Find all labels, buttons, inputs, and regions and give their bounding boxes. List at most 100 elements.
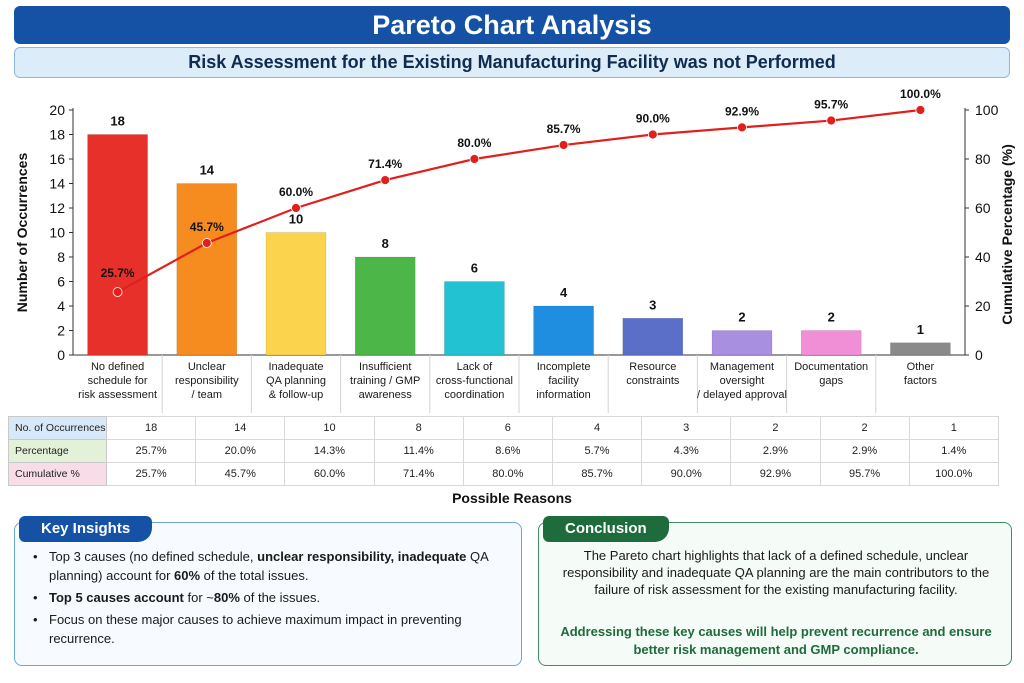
category-label: No defined schedule for risk assessment bbox=[78, 361, 157, 401]
y-tick-label: 8 bbox=[57, 249, 65, 265]
bar bbox=[354, 256, 416, 356]
table-row: Percentage 25.7% 20.0% 14.3% 11.4% 8.6% 5.7% 4.… bbox=[8, 439, 999, 463]
conclusion-text: The Pareto chart highlights that lack of… bbox=[562, 548, 990, 597]
cumulative-point bbox=[915, 105, 926, 115]
bullet-icon: • bbox=[33, 590, 38, 605]
bar-value-label: 6 bbox=[471, 261, 478, 276]
cumulative-point bbox=[201, 238, 212, 248]
cumulative-value-label: 85.7% bbox=[547, 122, 581, 136]
data-table: No. of Occurrences 18 14 10 8 6 4 3 2 2 1 Percentag… bbox=[8, 416, 999, 486]
cumulative-point bbox=[469, 154, 480, 164]
cumulative-value-label: 25.7% bbox=[101, 266, 135, 280]
insight-text-segment: Top 3 causes (no defined schedule, bbox=[49, 549, 258, 564]
cumulative-value-label: 45.7% bbox=[190, 220, 224, 234]
table-cell: 92.9% bbox=[730, 462, 821, 486]
key-insights-list: • Top 3 causes (no defined schedule, uncl… bbox=[29, 547, 509, 651]
table-cell: 10 bbox=[284, 416, 375, 440]
cumulative-point bbox=[826, 115, 837, 126]
cumulative-point bbox=[380, 175, 391, 185]
y-tick-label: 12 bbox=[49, 200, 65, 216]
insight-text-segment: unclear responsibility, inadequate bbox=[257, 549, 467, 564]
y2-axis-title: Cumulative Percentage (%) bbox=[999, 144, 1015, 325]
bar-value-label: 4 bbox=[560, 285, 568, 300]
y2-tick-label: 0 bbox=[975, 347, 983, 363]
y2-tick-label: 20 bbox=[975, 298, 991, 314]
cumulative-value-label: 95.7% bbox=[814, 98, 848, 112]
page-title: Pareto Chart Analysis bbox=[14, 6, 1010, 44]
table-cell: 8.6% bbox=[462, 439, 553, 463]
insight-text-segment: Focus on these major causes to achieve m… bbox=[49, 612, 462, 646]
category-label: Incomplete facility information bbox=[536, 361, 590, 401]
category-label: Inadequate QA planning & follow-up bbox=[266, 361, 326, 401]
bar-value-label: 18 bbox=[110, 114, 124, 129]
table-cell: 2 bbox=[819, 416, 910, 440]
bar bbox=[444, 281, 505, 356]
insight-item: • Focus on these major causes to achieve … bbox=[29, 610, 509, 648]
cumulative-line bbox=[117, 108, 921, 293]
insight-text-segment: 80% bbox=[213, 590, 240, 605]
table-row-header: No. of Occurrences bbox=[8, 416, 107, 440]
table-cell: 3 bbox=[641, 416, 732, 440]
cumulative-value-label: 80.0% bbox=[457, 136, 491, 150]
insight-text-segment: of the total issues. bbox=[200, 568, 309, 583]
insight-text-segment: of the issues. bbox=[239, 590, 321, 605]
y2-tick-label: 60 bbox=[975, 200, 991, 216]
y-tick-label: 4 bbox=[57, 298, 65, 314]
y2-tick-label: 40 bbox=[975, 249, 991, 265]
cumulative-point bbox=[291, 203, 301, 213]
y-tick-label: 2 bbox=[57, 323, 65, 339]
bar bbox=[265, 232, 327, 356]
category-label: Insufficient training / GMP awareness bbox=[350, 361, 420, 401]
table-cell: 60.0% bbox=[284, 462, 375, 486]
y-tick-label: 14 bbox=[49, 176, 65, 192]
table-cell: 95.7% bbox=[819, 462, 910, 486]
cumulative-value-label: 100.0% bbox=[900, 87, 941, 101]
category-label: Management oversight / delayed approval bbox=[697, 361, 787, 401]
y-tick-label: 6 bbox=[57, 274, 65, 290]
insight-text-segment: for ~ bbox=[183, 590, 214, 605]
table-cell: 80.0% bbox=[462, 462, 553, 486]
bar-value-label: 2 bbox=[738, 310, 745, 325]
table-row-header: Cumulative % bbox=[8, 462, 107, 486]
table-row: No. of Occurrences 18 14 10 8 6 4 3 2 2 1 bbox=[8, 416, 999, 440]
bar bbox=[533, 305, 594, 356]
table-cell: 6 bbox=[462, 416, 553, 440]
cumulative-value-label: 90.0% bbox=[636, 112, 670, 126]
table-cell: 5.7% bbox=[551, 439, 643, 463]
bar-value-label: 8 bbox=[382, 236, 389, 251]
category-label: Other factors bbox=[904, 361, 938, 387]
bar-value-label: 14 bbox=[200, 163, 215, 178]
y-tick-label: 10 bbox=[49, 225, 65, 241]
table-cell: 25.7% bbox=[105, 462, 197, 486]
y-tick-label: 20 bbox=[49, 102, 65, 118]
cumulative-point bbox=[112, 287, 123, 297]
conclusion-emphasis: Addressing these key causes will help pr… bbox=[560, 624, 992, 657]
table-cell: 85.7% bbox=[551, 462, 643, 486]
bar bbox=[800, 330, 862, 356]
category-label: Resource constraints bbox=[626, 361, 680, 387]
table-cell: 14.3% bbox=[284, 439, 375, 463]
key-insights-panel: Key Insights • Top 3 causes (no defined s… bbox=[14, 516, 522, 666]
table-cell: 14 bbox=[195, 416, 286, 440]
y-tick-label: 16 bbox=[49, 151, 65, 167]
y-tick-label: 0 bbox=[57, 347, 65, 363]
table-cell: 45.7% bbox=[195, 462, 286, 486]
bar bbox=[711, 330, 773, 356]
y2-tick-label: 100 bbox=[975, 102, 999, 118]
bar bbox=[890, 342, 951, 356]
insight-text-segment: 60% bbox=[174, 568, 201, 583]
bar-value-label: 2 bbox=[828, 310, 835, 325]
bullet-icon: • bbox=[33, 612, 38, 627]
bar-value-label: 1 bbox=[917, 322, 924, 337]
cumulative-point bbox=[737, 122, 747, 133]
table-cell: 2.9% bbox=[819, 439, 910, 463]
table-cell: 18 bbox=[105, 416, 197, 440]
page-subtitle: Risk Assessment for the Existing Manufac… bbox=[14, 47, 1010, 78]
category-label: Documentation gaps bbox=[794, 361, 868, 387]
insight-item: • Top 3 causes (no defined schedule, uncl… bbox=[29, 547, 509, 585]
table-cell: 1.4% bbox=[908, 439, 999, 463]
y-tick-label: 18 bbox=[49, 127, 65, 143]
y-axis-title: Number of Occurrences bbox=[14, 153, 30, 313]
conclusion-heading: Conclusion bbox=[543, 516, 669, 542]
